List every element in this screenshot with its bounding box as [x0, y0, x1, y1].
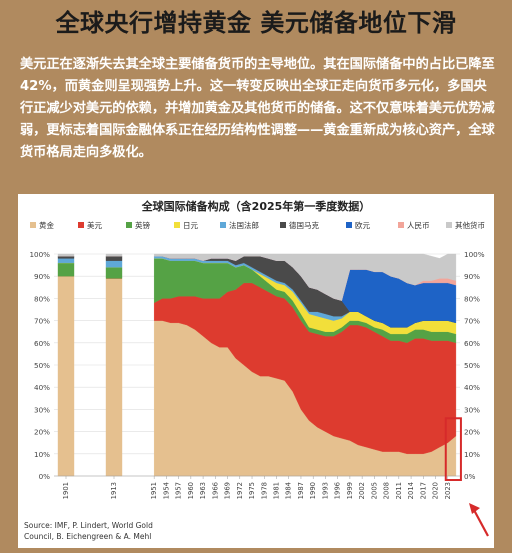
- y-tick-left: 0%: [39, 472, 51, 481]
- x-tick-label: 1984: [285, 482, 293, 499]
- x-tick-label: 2023: [444, 482, 452, 499]
- y-tick-right: 70%: [464, 317, 480, 326]
- x-tick-label: 2020: [432, 482, 440, 499]
- y-tick-left: 30%: [34, 405, 50, 414]
- legend-label: 德国马克: [289, 220, 319, 230]
- y-tick-right: 40%: [464, 383, 480, 392]
- y-tick-right: 90%: [464, 272, 480, 281]
- y-tick-left: 60%: [34, 339, 50, 348]
- x-tick-label: 2002: [358, 482, 366, 499]
- source-line-1: Source: IMF, P. Lindert, World Gold: [24, 521, 153, 530]
- x-tick-label: 1901: [62, 482, 70, 499]
- x-tick-label: 1966: [211, 482, 219, 499]
- y-tick-right: 80%: [464, 294, 480, 303]
- y-tick-left: 80%: [34, 294, 50, 303]
- area-series: [105, 267, 123, 279]
- legend-swatch: [398, 222, 404, 228]
- legend-label: 其他货币: [455, 220, 485, 230]
- x-tick-label: 1963: [199, 482, 207, 499]
- area-series: [154, 253, 457, 301]
- x-tick-label: 1969: [224, 482, 232, 499]
- y-tick-right: 30%: [464, 405, 480, 414]
- highlight-arrow: [473, 509, 489, 537]
- y-tick-left: 70%: [34, 317, 50, 326]
- area-series: [105, 278, 123, 477]
- area-series: [105, 256, 123, 261]
- legend-label: 日元: [183, 221, 198, 230]
- legend-label: 黄金: [39, 220, 54, 230]
- x-tick-label: 1957: [175, 482, 183, 499]
- chart-card: 全球国际储备构成（含2025年第一季度数据） 黄金 美元 英镑 日元 法国法郎 德国马克 欧…: [18, 194, 494, 548]
- headline: 全球央行增持黄金 美元储备地位下滑: [55, 9, 457, 37]
- area-series: [105, 253, 123, 257]
- highlight-arrowhead: [469, 503, 480, 514]
- x-tick-label: 1913: [110, 482, 118, 499]
- legend-swatch: [78, 222, 84, 228]
- source-line-2: Council, B. Eichengreen & A. Mehl: [24, 532, 151, 541]
- x-tick-label: 1981: [273, 482, 281, 499]
- legend-label: 人民币: [407, 221, 430, 230]
- stacked-areas: [57, 253, 457, 477]
- y-tick-left: 90%: [34, 272, 50, 281]
- y-tick-right: 20%: [464, 428, 480, 437]
- area-series: [57, 256, 75, 259]
- chart-title: 全球国际储备构成（含2025年第一季度数据）: [141, 199, 371, 213]
- intro-paragraph: 美元正在逐渐失去其全球主要储备货币的主导地位。其在国际储备中的占比已降至42%，…: [20, 57, 495, 160]
- legend-label: 欧元: [355, 220, 370, 230]
- y-tick-left: 20%: [34, 428, 50, 437]
- x-tick-label: 2017: [419, 482, 427, 499]
- x-tick-label: 1999: [346, 482, 354, 499]
- legend-swatch: [446, 222, 452, 228]
- area-series: [105, 260, 123, 268]
- x-tick-label: 2005: [370, 482, 378, 499]
- x-tick-label: 1975: [248, 482, 256, 499]
- y-tick-left: 100%: [29, 250, 50, 259]
- x-tick-label: 1960: [187, 482, 195, 499]
- legend-swatch: [30, 222, 36, 228]
- area-series: [57, 258, 75, 264]
- x-tick-label: 2011: [395, 482, 403, 499]
- axes: 0% 0% 10% 10% 20% 20% 30% 30% 40% 40% 50% 50% 60% 60%…: [29, 250, 484, 499]
- legend-swatch: [346, 222, 352, 228]
- x-tick-label: 1993: [321, 482, 329, 499]
- y-tick-right: 10%: [464, 450, 480, 459]
- legend-swatch: [126, 222, 132, 228]
- y-tick-right: 0%: [464, 472, 476, 481]
- x-tick-label: 1990: [309, 482, 317, 499]
- y-tick-left: 50%: [34, 361, 50, 370]
- x-tick-label: 1996: [334, 482, 342, 499]
- highlight-box: [444, 417, 462, 481]
- y-tick-right: 60%: [464, 339, 480, 348]
- x-tick-label: 1987: [297, 482, 305, 499]
- legend-label: 美元: [87, 220, 102, 230]
- legend-label: 英镑: [135, 220, 150, 230]
- area-series: [57, 276, 75, 477]
- reserves-chart: 全球国际储备构成（含2025年第一季度数据） 黄金 美元 英镑 日元 法国法郎 德国马克 欧…: [24, 199, 489, 541]
- highlight-annotation: [444, 417, 489, 537]
- x-tick-label: 2008: [383, 482, 391, 499]
- y-tick-left: 40%: [34, 383, 50, 392]
- y-tick-right: 100%: [464, 250, 485, 259]
- x-tick-label: 2014: [407, 482, 415, 499]
- x-tick-label: 1954: [162, 482, 170, 499]
- legend-label: 法国法郎: [229, 220, 259, 230]
- legend: 黄金 美元 英镑 日元 法国法郎 德国马克 欧元 人民币 其他货币: [30, 220, 485, 230]
- legend-swatch: [280, 222, 286, 228]
- legend-swatch: [174, 222, 180, 228]
- y-tick-left: 10%: [34, 450, 50, 459]
- x-tick-label: 1972: [236, 482, 244, 499]
- x-tick-label: 1951: [150, 482, 158, 499]
- x-tick-label: 1978: [260, 482, 268, 499]
- area-series: [57, 253, 75, 257]
- area-series: [57, 262, 75, 277]
- legend-swatch: [220, 222, 226, 228]
- y-tick-right: 50%: [464, 361, 480, 370]
